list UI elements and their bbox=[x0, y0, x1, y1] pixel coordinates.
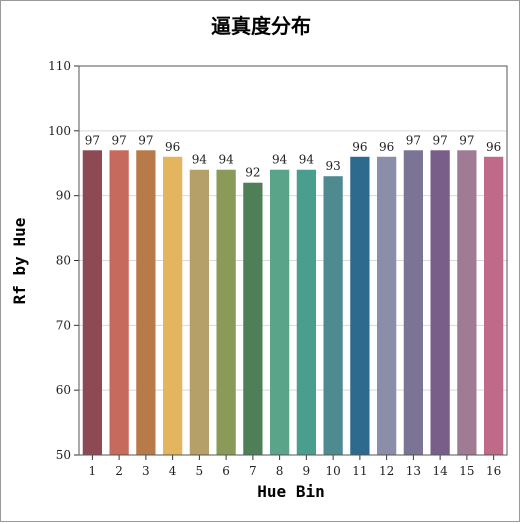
plot-border bbox=[78, 65, 508, 456]
x-tick-label: 15 bbox=[459, 464, 474, 478]
data-label: 97 bbox=[406, 133, 421, 147]
data-label: 93 bbox=[325, 159, 340, 173]
x-tick-label: 8 bbox=[276, 464, 284, 478]
bar-2 bbox=[109, 150, 129, 456]
bar-1 bbox=[82, 150, 103, 456]
x-axis-label: Hue Bin bbox=[257, 482, 324, 501]
bar-14 bbox=[430, 150, 450, 456]
y-tick-label: 110 bbox=[48, 59, 71, 73]
y-tick-label: 50 bbox=[56, 448, 71, 462]
data-label: 92 bbox=[245, 166, 260, 180]
data-label: 97 bbox=[85, 133, 100, 147]
x-tick-label: 2 bbox=[115, 464, 123, 478]
data-label: 96 bbox=[165, 140, 180, 154]
x-tick-label: 6 bbox=[222, 464, 230, 478]
data-label: 94 bbox=[192, 153, 208, 167]
y-axis-label: Rf by Hue bbox=[10, 218, 29, 305]
bar-8 bbox=[269, 169, 290, 455]
bar-6 bbox=[216, 169, 236, 455]
x-tick-label: 12 bbox=[379, 464, 394, 478]
data-label: 97 bbox=[111, 133, 126, 147]
x-tick-label: 9 bbox=[303, 464, 311, 478]
bars bbox=[82, 150, 504, 456]
data-label: 96 bbox=[486, 140, 501, 154]
x-tick-label: 4 bbox=[169, 464, 177, 478]
chart-title: 逼真度分布 bbox=[211, 14, 311, 38]
y-tick-label: 90 bbox=[56, 189, 71, 203]
y-tick-label: 80 bbox=[56, 254, 71, 268]
bar-16 bbox=[483, 156, 504, 455]
x-tick-label: 11 bbox=[352, 464, 367, 478]
bar-5 bbox=[189, 169, 210, 455]
x-tick-label: 10 bbox=[325, 464, 340, 478]
bar-15 bbox=[457, 150, 477, 456]
bar-10 bbox=[323, 176, 343, 455]
y-tick-label: 70 bbox=[56, 318, 71, 332]
x-tick-label: 14 bbox=[432, 464, 448, 478]
data-label: 97 bbox=[432, 133, 447, 147]
data-label: 94 bbox=[218, 153, 234, 167]
bar-9 bbox=[296, 169, 317, 455]
bar-12 bbox=[376, 156, 397, 455]
x-tick-label: 16 bbox=[486, 464, 501, 478]
x-tick-label: 13 bbox=[406, 464, 421, 478]
data-label: 94 bbox=[299, 153, 315, 167]
data-label: 96 bbox=[352, 140, 367, 154]
bar-13 bbox=[403, 150, 424, 456]
y-tick-label: 60 bbox=[56, 383, 71, 397]
x-tick-label: 5 bbox=[196, 464, 204, 478]
x-tick-label: 7 bbox=[249, 464, 257, 478]
data-labels: 97 97 97 96 94 94 92 94 94 93 96 96 97 97 97 96 bbox=[85, 133, 502, 179]
data-label: 97 bbox=[138, 133, 153, 147]
data-label: 96 bbox=[379, 140, 394, 154]
bar-7 bbox=[243, 182, 263, 455]
y-tick-label: 100 bbox=[48, 124, 71, 138]
data-label: 97 bbox=[459, 133, 474, 147]
bar-11 bbox=[350, 156, 370, 455]
x-tick-label: 3 bbox=[142, 464, 150, 478]
x-tick-label: 1 bbox=[89, 464, 97, 478]
bar-3 bbox=[136, 150, 156, 456]
bar-4 bbox=[162, 156, 183, 455]
data-label: 94 bbox=[272, 153, 288, 167]
